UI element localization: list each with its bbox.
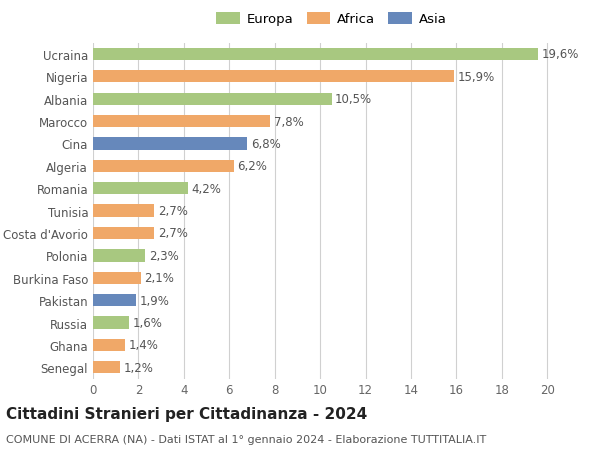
Bar xyxy=(93,361,120,374)
Bar xyxy=(93,272,140,284)
Bar xyxy=(93,49,538,61)
Bar xyxy=(93,116,270,128)
Bar xyxy=(93,294,136,307)
Text: 2,3%: 2,3% xyxy=(149,249,178,262)
Text: 10,5%: 10,5% xyxy=(335,93,372,106)
Text: 6,2%: 6,2% xyxy=(237,160,267,173)
Text: 2,1%: 2,1% xyxy=(144,272,174,285)
Text: COMUNE DI ACERRA (NA) - Dati ISTAT al 1° gennaio 2024 - Elaborazione TUTTITALIA.: COMUNE DI ACERRA (NA) - Dati ISTAT al 1°… xyxy=(6,434,486,444)
Bar xyxy=(93,339,125,351)
Text: 2,7%: 2,7% xyxy=(158,227,188,240)
Bar xyxy=(93,205,154,217)
Text: 7,8%: 7,8% xyxy=(274,115,304,128)
Text: 1,4%: 1,4% xyxy=(128,339,158,352)
Text: Cittadini Stranieri per Cittadinanza - 2024: Cittadini Stranieri per Cittadinanza - 2… xyxy=(6,406,367,421)
Legend: Europa, Africa, Asia: Europa, Africa, Asia xyxy=(212,9,451,30)
Text: 1,9%: 1,9% xyxy=(140,294,169,307)
Text: 6,8%: 6,8% xyxy=(251,138,281,151)
Bar xyxy=(93,93,331,106)
Text: 15,9%: 15,9% xyxy=(458,71,495,84)
Text: 2,7%: 2,7% xyxy=(158,205,188,218)
Bar xyxy=(93,183,188,195)
Text: 1,6%: 1,6% xyxy=(133,316,163,329)
Bar xyxy=(93,317,130,329)
Bar xyxy=(93,138,247,150)
Text: 1,2%: 1,2% xyxy=(124,361,154,374)
Bar xyxy=(93,227,154,240)
Bar xyxy=(93,71,454,83)
Text: 4,2%: 4,2% xyxy=(192,182,221,195)
Bar xyxy=(93,160,234,173)
Text: 19,6%: 19,6% xyxy=(542,48,579,61)
Bar xyxy=(93,250,145,262)
